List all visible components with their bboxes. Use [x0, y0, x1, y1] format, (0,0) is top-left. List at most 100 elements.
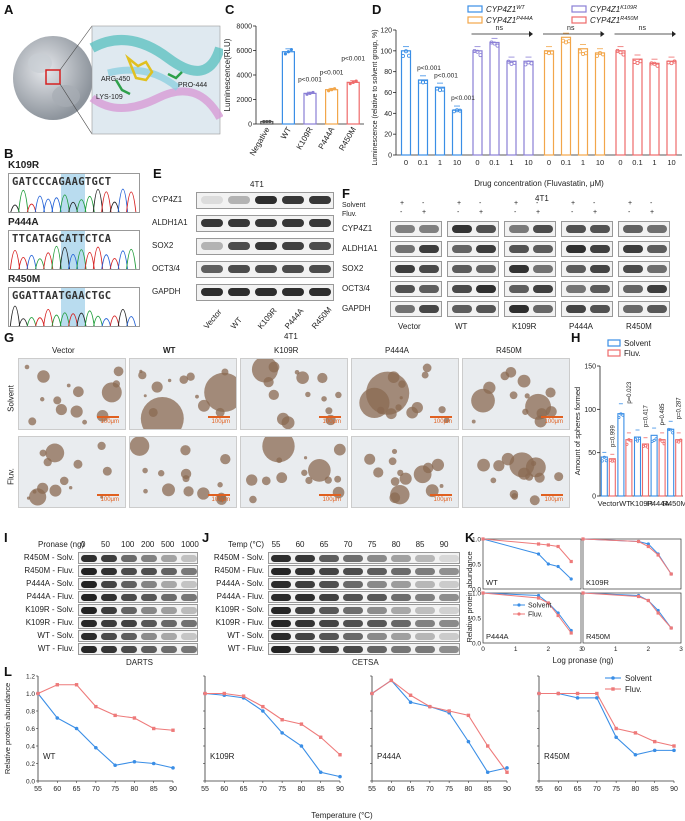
- sphere: [204, 372, 236, 413]
- panel_j-row: [268, 617, 460, 629]
- l-curve: [37, 684, 174, 731]
- sphere: [509, 391, 518, 400]
- sphere: [471, 419, 476, 424]
- sphere: [431, 458, 445, 472]
- darts-blot-i: Pronase (ng) 0 50 100 200 500 1000 R450M - Solv…: [4, 540, 200, 667]
- sphere: [113, 366, 124, 377]
- l-xtick-label: 70: [593, 786, 601, 793]
- panel_j-row: [268, 565, 460, 577]
- d-bar: [417, 79, 429, 156]
- k-point: [556, 564, 560, 569]
- k-ytick-label: 0.0: [472, 587, 481, 594]
- l-xtick-label: 75: [111, 786, 119, 793]
- scale-label: 100μm: [433, 419, 452, 425]
- d-point: [549, 50, 554, 55]
- blot-f-band: [509, 265, 529, 273]
- h-bar: [633, 436, 642, 497]
- l-subplot-label: R450M: [544, 752, 570, 761]
- blot-f-row: [504, 221, 556, 237]
- k-xtick-label: 3: [679, 646, 683, 653]
- d-bar: [523, 60, 534, 156]
- sphere: [139, 369, 143, 374]
- k-subplot-frame: [482, 592, 582, 644]
- chromatogram-peak: [26, 317, 37, 326]
- l-point: [94, 745, 98, 750]
- h-point: [658, 438, 662, 442]
- l-point: [595, 696, 599, 700]
- d-tick-label: 1: [509, 158, 513, 167]
- panel-label-c: C: [225, 2, 235, 17]
- blot-e-row: [196, 261, 334, 278]
- sphere: [138, 371, 147, 380]
- blot-f-row: [561, 221, 613, 237]
- l-point: [633, 752, 638, 757]
- d-point: [652, 61, 657, 66]
- sphere-photo: 100μm: [240, 436, 348, 508]
- k-point: [646, 542, 650, 546]
- panel_j-band: [343, 581, 363, 588]
- l-xtick-label: 85: [651, 786, 659, 793]
- chromatogram-peak: [84, 310, 95, 326]
- blot-f-band: [647, 225, 667, 233]
- chromatogram-peak: [126, 316, 136, 326]
- h-point: [602, 455, 606, 459]
- panel_j-band: [415, 607, 435, 614]
- panel_j-band: [415, 633, 435, 640]
- sphere: [364, 453, 376, 465]
- sphere: [97, 441, 106, 451]
- d-tick-label: 0.1: [561, 158, 571, 167]
- k-point: [581, 591, 585, 595]
- sphere: [70, 405, 83, 418]
- panel_j-row-label: K109R - Fluv.: [215, 618, 264, 627]
- blot-f-fluv-label: Fluv.: [342, 211, 357, 218]
- blot-e-band: [282, 196, 304, 204]
- chromatogram-peak: [18, 190, 29, 212]
- sphere: [373, 467, 384, 478]
- k-point: [646, 544, 650, 549]
- blot-f-row: [447, 241, 499, 257]
- panel_i-band: [121, 581, 137, 588]
- panel_j-band: [295, 568, 315, 575]
- l-point: [132, 716, 137, 720]
- d-tick-label: 10: [524, 158, 532, 167]
- blot-f-band: [395, 285, 415, 293]
- blot-f-band: [509, 285, 529, 293]
- scale-bar: [208, 416, 230, 418]
- blot-f-band: [566, 245, 586, 253]
- l-curve: [37, 693, 174, 769]
- panel_i-row-label: P444A - Fluv.: [26, 592, 74, 601]
- sphere: [55, 404, 67, 416]
- l-ylabel: Relative protein abundance: [3, 683, 12, 774]
- blot-f-row: [504, 261, 556, 277]
- panel_j-band: [271, 633, 291, 640]
- l-point: [653, 739, 657, 744]
- sphere: [483, 381, 496, 394]
- chromatogram-peak: [9, 249, 21, 269]
- sphere: [100, 495, 104, 499]
- sphere: [324, 476, 332, 484]
- blot-f-band: [623, 245, 643, 253]
- sphere: [162, 483, 175, 497]
- c-point: [286, 50, 290, 54]
- sphere-row-label: Solvent: [6, 385, 16, 412]
- sphere: [525, 472, 534, 481]
- blot-e-row: [196, 192, 334, 209]
- panel_i-band: [141, 607, 157, 614]
- h-point: [679, 438, 683, 442]
- d-legend-base: CYP4Z1: [590, 5, 620, 14]
- chromatogram-peak: [34, 195, 45, 212]
- blot-f-row: [561, 241, 613, 257]
- blot-e-band: [228, 242, 250, 250]
- panel-label-h: H: [571, 330, 581, 345]
- blot-f-minus: -: [422, 200, 425, 207]
- panel_j-band: [367, 581, 387, 588]
- d-ytick-label: 20: [384, 132, 392, 139]
- k-ytick-label: 1.0: [472, 537, 481, 544]
- h-point: [604, 459, 608, 463]
- h-ytick-label: 50: [588, 450, 596, 457]
- l-point: [132, 759, 137, 764]
- sphere: [294, 369, 300, 375]
- panel_i-row: [78, 630, 198, 642]
- sphere: [477, 458, 490, 472]
- sphere: [439, 484, 444, 488]
